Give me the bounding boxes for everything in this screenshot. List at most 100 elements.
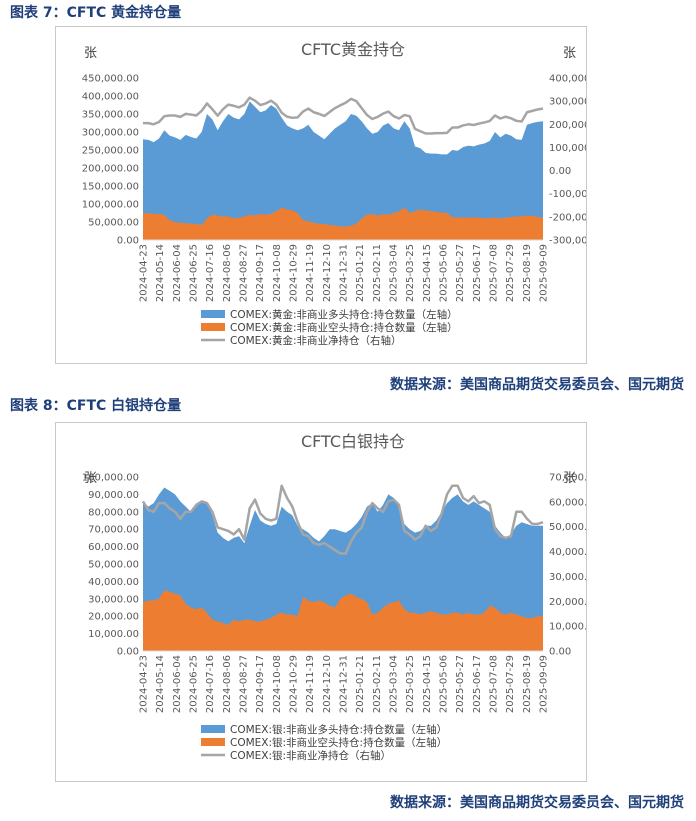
left-tick-label: 450,000.00 (82, 74, 139, 85)
x-tick-label: 2024-06-25 (189, 655, 200, 713)
x-tick-label: 2025-09-09 (539, 244, 550, 302)
x-tick-label: 2025-07-08 (489, 655, 500, 713)
figure-7-caption: 图表 7：CFTC 黄金持仓量 (10, 5, 182, 21)
figure-8-caption: 图表 8：CFTC 白银持仓量 (10, 398, 182, 414)
x-tick-label: 2024-07-16 (205, 244, 216, 302)
x-tick-label: 2024-12-31 (339, 655, 350, 713)
gold-position-chart: CFTC黄金持仓 张 张 0.00 50,000.00 100,000.00 150,000… (82, 40, 610, 347)
x-tick-label: 2024-06-04 (172, 244, 183, 302)
right-tick-label: 300,000.00 (549, 97, 586, 108)
right-tick-label: 30,000.00 (549, 572, 586, 583)
left-tick-label: 10,000.00 (88, 629, 139, 640)
left-tick-label: 250,000.00 (82, 146, 139, 157)
chart-title: CFTC白银持仓 (301, 432, 405, 451)
x-tick-label: 2024-06-25 (189, 244, 200, 302)
x-tick-label: 2025-03-25 (405, 244, 416, 302)
x-tick-label: 2025-04-15 (422, 655, 433, 713)
x-tick-label: 2025-05-06 (439, 244, 450, 302)
left-tick-label: 50,000.00 (88, 560, 139, 571)
silver-chart-frame: CFTC白银持仓张 张 0.00 10,000.00 20,000.00 30,000.0… (55, 422, 600, 782)
left-tick-label: 30,000.00 (88, 594, 139, 605)
x-tick-label: 2025-02-11 (372, 655, 383, 713)
legend-label: COMEX:黄金:非商业净持仓（右轴） (230, 334, 402, 347)
x-tick-label: 2025-08-19 (522, 244, 533, 302)
x-tick-label: 2025-09-09 (539, 655, 550, 713)
legend-swatch (201, 725, 225, 733)
x-tick-label: 2024-04-23 (139, 244, 150, 302)
legend-swatch (201, 738, 225, 746)
gold-chart-frame: CFTC黄金持仓 张 张 0.00 50,000.00 100,000.00 150,000… (55, 26, 610, 364)
left-tick-label: 20,000.00 (88, 612, 139, 623)
x-tick-label: 2024-04-23 (139, 655, 150, 713)
x-tick-label: 2025-05-06 (439, 655, 450, 713)
right-tick-label: 0.00 (549, 647, 571, 658)
x-tick-label: 2025-03-04 (389, 244, 400, 302)
net-position-line (141, 484, 544, 555)
legend-swatch (201, 323, 225, 331)
legend-label: COMEX:银:非商业多头持仓:持仓数量（左轴） (230, 723, 447, 736)
x-tick-label: 2025-03-04 (389, 655, 400, 713)
legend-label: COMEX:银:非商业净持仓（右轴） (230, 749, 391, 762)
right-axis-unit: 张 (563, 46, 576, 61)
left-tick-label: 0.00 (117, 236, 139, 247)
left-tick-label: 70,000.00 (88, 525, 139, 536)
x-tick-label: 2024-11-19 (305, 244, 316, 302)
x-tick-label: 2024-12-31 (339, 244, 350, 302)
right-tick-label: -300,000.00 (549, 236, 586, 247)
x-tick-label: 2025-07-29 (505, 655, 516, 713)
left-axis-unit: 张 (84, 471, 97, 486)
net-position-line (143, 96, 544, 135)
right-tick-label: 50,000.00 (549, 522, 586, 533)
x-tick-label: 2025-07-29 (505, 244, 516, 302)
short-position-area (143, 207, 543, 240)
x-tick-label: 2025-03-25 (405, 655, 416, 713)
left-tick-label: 40,000.00 (88, 577, 139, 588)
x-tick-label: 2024-06-04 (172, 655, 183, 713)
x-tick-label: 2024-11-19 (305, 655, 316, 713)
x-tick-label: 2025-06-17 (472, 244, 483, 302)
x-tick-label: 2025-05-27 (455, 244, 466, 302)
x-tick-label: 2024-07-16 (205, 655, 216, 713)
x-tick-label: 2024-10-08 (272, 244, 283, 302)
x-tick-label: 2024-09-17 (255, 655, 266, 713)
x-tick-label: 2025-08-19 (522, 655, 533, 713)
right-tick-label: 20,000.00 (549, 597, 586, 608)
chart-title: CFTC黄金持仓 (301, 40, 405, 59)
x-tick-label: 2025-04-15 (422, 244, 433, 302)
right-tick-label: 400,000.00 (549, 74, 586, 85)
right-tick-label: 100,000.00 (549, 143, 586, 154)
x-tick-label: 2025-02-11 (372, 244, 383, 302)
legend-label: COMEX:银:非商业空头持仓:持仓数量（左轴） (230, 736, 447, 749)
left-tick-label: 0.00 (117, 647, 139, 658)
short-position-area (143, 590, 543, 651)
long-position-area (143, 101, 543, 241)
legend-swatch (201, 310, 225, 318)
right-tick-label: 60,000.00 (549, 497, 586, 508)
figure-7-source: 数据来源：美国商品期货交易委员会、国元期货 (390, 377, 684, 393)
x-tick-label: 2024-10-08 (272, 655, 283, 713)
x-tick-label: 2024-10-29 (289, 655, 300, 713)
left-tick-label: 200,000.00 (82, 164, 139, 175)
x-tick-label: 2025-01-21 (355, 244, 366, 302)
left-tick-label: 90,000.00 (88, 490, 139, 501)
x-tick-label: 2024-08-27 (239, 244, 250, 302)
x-tick-label: 2024-05-14 (155, 244, 166, 302)
x-tick-label: 2025-06-17 (472, 655, 483, 713)
x-tick-label: 2024-12-10 (322, 244, 333, 302)
x-tick-label: 2024-09-17 (255, 244, 266, 302)
left-tick-label: 150,000.00 (82, 182, 139, 193)
legend-label: COMEX:黄金:非商业空头持仓:持仓数量（左轴） (230, 321, 458, 334)
right-tick-label: -200,000.00 (549, 212, 586, 223)
x-tick-label: 2025-05-27 (455, 655, 466, 713)
right-tick-label: 0.00 (549, 166, 571, 177)
right-tick-label: 40,000.00 (549, 547, 586, 558)
long-position-area (143, 487, 543, 651)
x-tick-label: 2024-08-06 (222, 655, 233, 713)
legend-label: COMEX:黄金:非商业多头持仓:持仓数量（左轴） (230, 308, 458, 321)
x-tick-label: 2025-07-08 (489, 244, 500, 302)
left-tick-label: 60,000.00 (88, 542, 139, 553)
x-tick-label: 2024-10-29 (289, 244, 300, 302)
x-tick-label: 2025-01-21 (355, 655, 366, 713)
left-tick-label: 100,000.00 (82, 200, 139, 211)
left-axis-unit: 张 (84, 46, 97, 61)
